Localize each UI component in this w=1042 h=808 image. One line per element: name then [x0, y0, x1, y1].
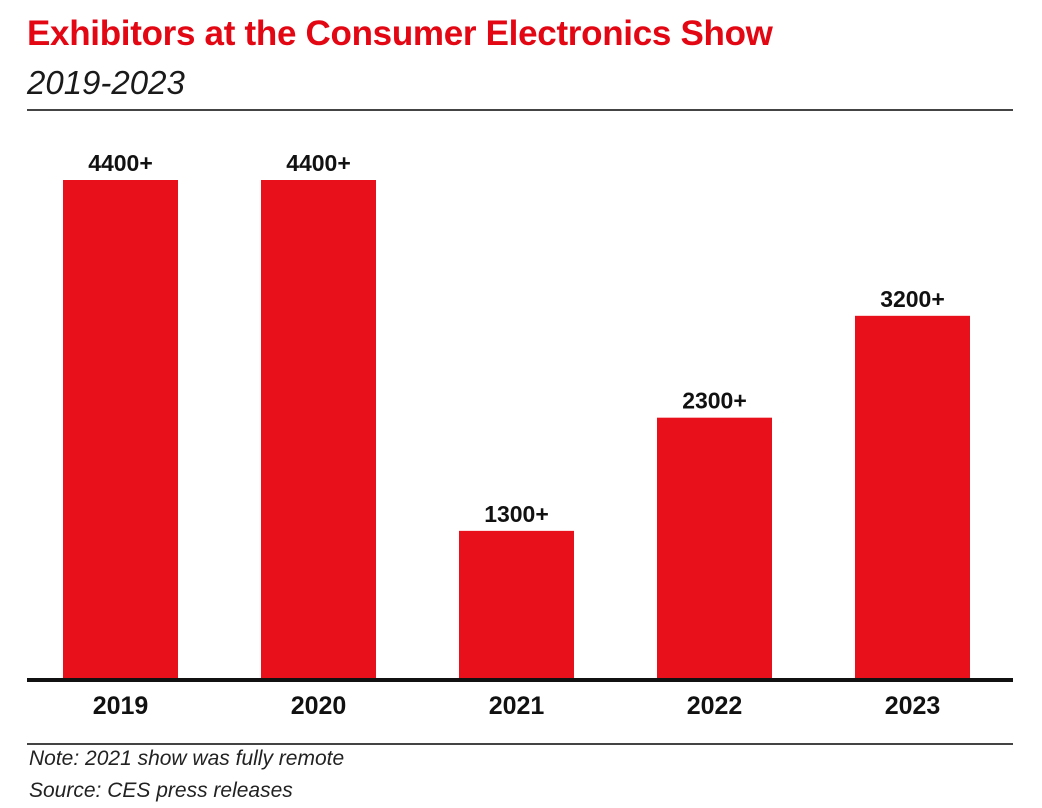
x-tick-label-2023: 2023 [885, 692, 941, 720]
bar-2022 [657, 417, 772, 680]
x-tick-labels-group: 2019 2020 2021 2022 2023 [93, 692, 941, 720]
footer-divider [27, 743, 1013, 745]
header-divider [27, 109, 1013, 111]
value-labels-group: 4400+ 4400+ 1300+ 2300+ 3200+ [88, 150, 945, 527]
value-label-2021: 1300+ [484, 501, 549, 527]
bar-2019 [63, 180, 178, 680]
bar-2021 [459, 530, 574, 680]
x-tick-label-2020: 2020 [291, 692, 347, 720]
value-label-2020: 4400+ [286, 150, 351, 176]
x-tick-label-2021: 2021 [489, 692, 545, 720]
value-label-2022: 2300+ [682, 388, 747, 414]
x-tick-label-2022: 2022 [687, 692, 743, 720]
chart-subtitle: 2019-2023 [27, 64, 185, 101]
value-label-2023: 3200+ [880, 286, 945, 312]
x-tick-label-2019: 2019 [93, 692, 149, 720]
source-note: Source: CES press releases [29, 779, 293, 802]
footnote: Note: 2021 show was fully remote [29, 747, 345, 770]
value-label-2019: 4400+ [88, 150, 153, 176]
chart-title: Exhibitors at the Consumer Electronics S… [27, 14, 773, 53]
bar-2023 [855, 315, 970, 680]
bar-2020 [261, 180, 376, 680]
bars-group [63, 180, 970, 680]
